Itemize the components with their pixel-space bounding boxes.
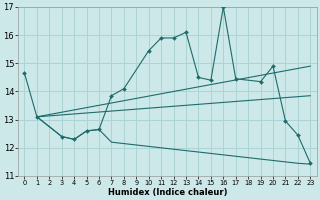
X-axis label: Humidex (Indice chaleur): Humidex (Indice chaleur) bbox=[108, 188, 227, 197]
